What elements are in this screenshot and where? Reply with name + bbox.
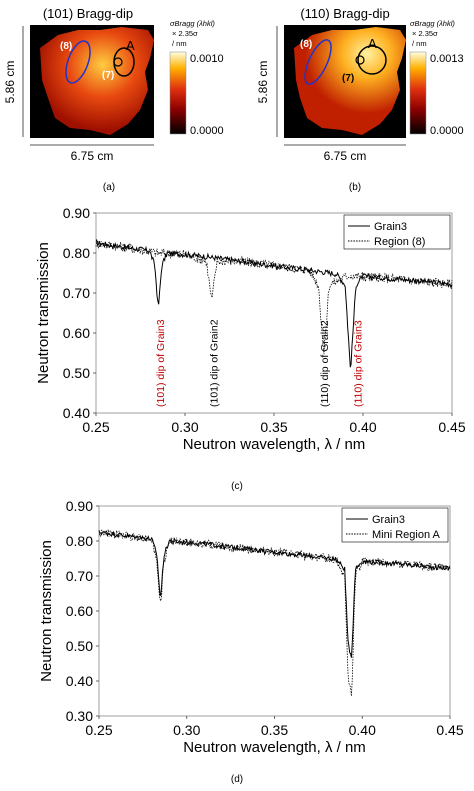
y-axis-title: Neutron transmission [38,540,55,682]
y-axis-title: Neutron transmission [35,242,52,384]
series-line-grain3 [96,240,453,368]
series-line-mini-region-a [98,528,451,697]
x-tick-label: 0.45 [436,722,463,738]
y-tick-label: 0.50 [63,365,90,381]
region-8-outline-a [65,40,91,84]
dip-annotation: (110) dip of Grain3 [353,320,365,407]
y-tick-label: 0.70 [63,285,90,301]
map-title-b: (110) Bragg-dip [300,6,389,21]
caption-a: (a) [103,182,115,193]
caption-d: (d) [231,774,243,785]
colorbar-max-a: 0.0010 [190,53,224,65]
region-8-label-b: (8) [300,39,312,50]
x-tick-label: 0.35 [260,419,287,435]
heatmap-a [40,27,154,135]
dip-annotation: (101) dip of Grain3 [155,319,167,407]
chart-c: 0.40 0.50 0.60 0.70 0.80 0.90 0.25 0.30 0.35 0.40… [35,205,466,453]
legend-box [341,507,449,543]
height-label-b: 5.86 cm [256,61,270,104]
map-title-a: (101) Bragg-dip [43,6,133,21]
x-tick-label: 0.30 [173,722,200,738]
colorbar-max-b: 0.0013 [430,53,464,65]
x-tick-label: 0.25 [85,722,112,738]
colorbar-b [409,51,427,135]
y-tick-label: 0.40 [63,405,90,421]
region-7-label-a: (7) [102,70,114,81]
y-tick-label: 0.60 [66,603,93,619]
width-label-a: 6.75 cm [71,149,114,163]
dip-annotation: (101) dip of Grain2 [208,319,220,407]
region-7-label-b: (7) [342,73,354,84]
x-axis-title: Neutron wavelength, λ / nm [183,436,366,453]
x-tick-label: 0.45 [438,419,465,435]
y-tick-label: 0.30 [66,708,93,724]
y-tick-label: 0.90 [66,498,93,514]
colorbar-label-b-1: σBragg (λhkl) [410,19,455,28]
height-label-a: 5.86 cm [3,61,17,104]
x-tick-label: 0.40 [349,419,376,435]
y-tick-label: 0.50 [66,638,93,654]
heatmap-b [294,27,406,135]
map-panel-b: (110) Bragg-dip (8) A (7) 5.86 cm 6.75 c… [256,6,464,193]
region-a-outline-b [357,45,387,75]
caption-b: (b) [349,182,361,193]
legend-label: Mini Region A [372,529,441,541]
x-tick-label: 0.30 [171,419,198,435]
dip-annotation: (110) dip of Grain2 [319,320,331,407]
caption-c: (c) [231,481,243,492]
x-tick-label: 0.40 [349,722,376,738]
colorbar-min-b: 0.0000 [430,125,464,137]
y-tick-label: 0.80 [63,245,90,261]
colorbar-min-a: 0.0000 [190,125,224,137]
map-panel-a: (101) Bragg-dip (8) A (7) 5.86 cm 6.75 c… [3,6,224,193]
width-label-b: 6.75 cm [324,149,367,163]
region-7-marker-a [113,57,123,67]
colorbar-a [169,51,187,135]
chart-d: 0.300.400.500.600.700.800.900.25 0.30 0.35… [38,498,464,756]
x-tick-label: 0.25 [82,419,109,435]
x-tick-label: 0.35 [261,722,288,738]
region-7-marker-b [355,55,365,65]
legend-box [343,214,451,250]
series-line-region-8- [95,238,453,355]
colorbar-label-b-3: / nm [412,39,427,48]
y-tick-label: 0.60 [63,325,90,341]
legend-label: Grain3 [372,514,405,526]
region-a-label-a: A [126,38,135,53]
y-tick-label: 0.90 [63,205,90,221]
colorbar-label-a-2: × 2.35σ [172,29,198,38]
legend-label: Grain3 [374,221,407,233]
region-a-label-b: A [368,36,377,51]
y-tick-label: 0.70 [66,568,93,584]
legend-label: Region (8) [374,236,425,248]
colorbar-label-a-3: / nm [172,39,187,48]
x-axis-title: Neutron wavelength, λ / nm [183,739,366,756]
colorbar-label-b-2: × 2.35σ [412,29,438,38]
y-tick-label: 0.80 [66,533,93,549]
region-8-outline-b [304,39,332,85]
region-8-label-a: (8) [60,41,72,52]
y-tick-label: 0.40 [66,673,93,689]
series-line-grain3 [98,530,451,658]
colorbar-label-a-1: σBragg (λhkl) [170,19,215,28]
